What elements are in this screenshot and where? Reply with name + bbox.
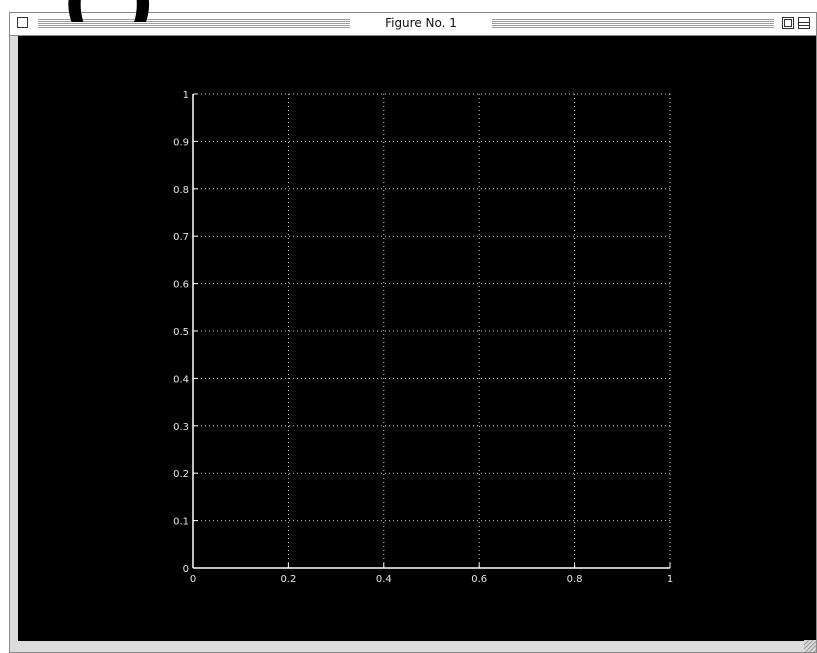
collapse-box-icon[interactable]: [798, 17, 810, 29]
y-tick-label: 0.6: [173, 280, 189, 291]
y-tick-label: 0.9: [173, 137, 189, 148]
title-bar[interactable]: Figure No. 1: [10, 13, 816, 36]
resize-grip-icon[interactable]: [804, 640, 816, 652]
x-tick-label: 0.6: [471, 574, 487, 585]
x-tick-label: 0.2: [280, 574, 296, 585]
x-tick-label: 0: [190, 574, 196, 585]
tick-labels: 0 0.2 0.4 0.6 0.8 1 0 0.1 0.2 0.3 0.4 0.5 0.6 0.7 0.8 0…: [173, 90, 673, 585]
y-tick-label: 0.4: [173, 374, 189, 385]
title-bar-stripes-left: [38, 19, 350, 28]
title-bar-stripes-right: [492, 19, 774, 28]
figure-canvas: 0 0.2 0.4 0.6 0.8 1 0 0.1 0.2 0.3 0.4 0.5 0.6 0.7 0.8 0…: [18, 36, 816, 641]
chart: 0 0.2 0.4 0.6 0.8 1 0 0.1 0.2 0.3 0.4 0.5 0.6 0.7 0.8 0…: [173, 90, 673, 585]
x-tick-label: 0.4: [376, 574, 392, 585]
tick-marks: [192, 93, 671, 569]
y-tick-label: 0: [183, 564, 189, 575]
y-tick-label: 0.2: [173, 469, 189, 480]
x-tick-label: 1: [667, 574, 673, 585]
close-box-icon[interactable]: [17, 17, 28, 28]
x-tick-label: 0.8: [567, 574, 583, 585]
zoom-box-icon[interactable]: [782, 17, 794, 29]
y-tick-label: 0.8: [173, 185, 189, 196]
y-tick-label: 0.7: [173, 232, 189, 243]
y-tick-label: 1: [183, 90, 189, 101]
y-tick-label: 0.5: [173, 327, 189, 338]
grid-lines: [193, 93, 671, 568]
figure-window: Figure No. 1 0 0.2 0.4 0.6 0.8 1 0 0.1 0.2 0.3 0.4…: [9, 12, 817, 653]
y-tick-label: 0.1: [173, 517, 189, 528]
axes: [192, 94, 670, 569]
y-tick-label: 0.3: [173, 422, 189, 433]
window-title: Figure No. 1: [354, 16, 488, 30]
